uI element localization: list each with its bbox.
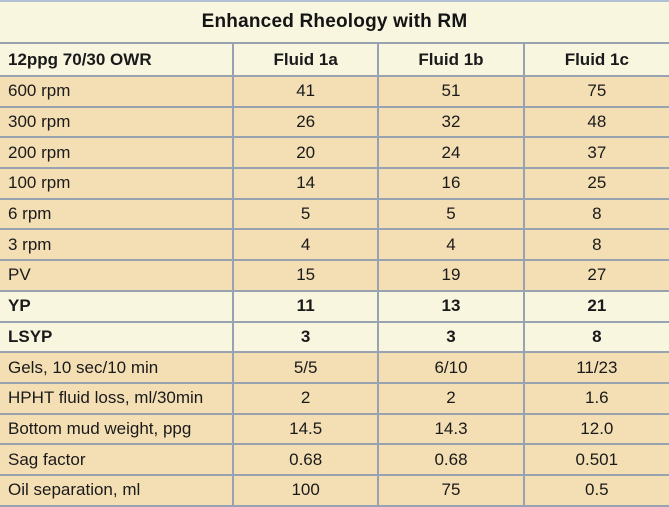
value-cell: 48 [523,105,669,139]
value-cell: 14.3 [378,412,525,446]
value-cell: 8 [523,197,669,231]
table-title: Enhanced Rheology with RM [0,2,669,42]
value-cell: 20 [233,136,380,170]
table-row: Bottom mud weight, ppg 14.5 14.3 12.0 [0,412,669,446]
row-label-cell: 100 rpm [0,167,234,200]
value-cell: 11/23 [523,351,669,384]
value-cell: 24 [378,136,525,170]
value-cell: 19 [378,259,525,292]
table-row: 600 rpm 41 51 75 [0,75,669,108]
value-cell: 2 [233,381,380,415]
value-cell: 0.68 [233,443,380,476]
row-label-cell: Sag factor [0,443,234,476]
value-cell: 11 [233,289,380,323]
data-table: 12ppg 70/30 OWR Fluid 1a Fluid 1b Fluid … [0,42,669,507]
value-cell: 5 [233,197,380,231]
value-cell: 37 [523,136,669,170]
row-label-cell: Bottom mud weight, ppg [0,412,234,446]
value-cell: 3 [378,320,525,354]
value-cell: 4 [378,228,525,262]
value-cell: 15 [233,259,380,292]
row-label-cell: 300 rpm [0,105,234,139]
table-row: 100 rpm 14 16 25 [0,167,669,200]
column-header-sample: 12ppg 70/30 OWR [0,42,234,77]
value-cell: 75 [378,473,525,507]
row-label-cell: YP [0,289,234,323]
value-cell: 100 [233,473,380,507]
table-row: 3 rpm 4 4 8 [0,228,669,262]
row-label-cell: Oil separation, ml [0,473,234,507]
value-cell: 51 [378,75,525,108]
value-cell: 3 [233,320,380,354]
value-cell: 12.0 [523,412,669,446]
row-label-cell: 3 rpm [0,228,234,262]
column-header-fluid-1a: Fluid 1a [233,42,380,77]
value-cell: 5/5 [233,351,380,384]
table-row: 200 rpm 20 24 37 [0,136,669,170]
value-cell: 2 [378,381,525,415]
row-label-cell: 600 rpm [0,75,234,108]
table-row: Oil separation, ml 100 75 0.5 [0,473,669,507]
table-row: Gels, 10 sec/10 min 5/5 6/10 11/23 [0,351,669,384]
table-body: 600 rpm 41 51 75 300 rpm 26 32 48 200 rpm 20 24 37 1… [0,75,669,507]
value-cell: 41 [233,75,380,108]
row-label-cell: 200 rpm [0,136,234,170]
value-cell: 4 [233,228,380,262]
header-row: 12ppg 70/30 OWR Fluid 1a Fluid 1b Fluid … [0,42,669,77]
column-header-fluid-1b: Fluid 1b [378,42,525,77]
value-cell: 27 [523,259,669,292]
row-label-cell: PV [0,259,234,292]
value-cell: 14.5 [233,412,380,446]
table-row: 300 rpm 26 32 48 [0,105,669,139]
value-cell: 8 [523,320,669,354]
table-row: LSYP 3 3 8 [0,320,669,354]
value-cell: 75 [523,75,669,108]
value-cell: 0.5 [523,473,669,507]
row-label-cell: 6 rpm [0,197,234,231]
value-cell: 14 [233,167,380,200]
table-row: 6 rpm 5 5 8 [0,197,669,231]
table-row: YP 11 13 21 [0,289,669,323]
value-cell: 13 [378,289,525,323]
value-cell: 0.501 [523,443,669,476]
value-cell: 6/10 [378,351,525,384]
value-cell: 1.6 [523,381,669,415]
table-row: PV 15 19 27 [0,259,669,292]
value-cell: 8 [523,228,669,262]
value-cell: 21 [523,289,669,323]
table-row: Sag factor 0.68 0.68 0.501 [0,443,669,476]
value-cell: 0.68 [378,443,525,476]
row-label-cell: HPHT fluid loss, ml/30min [0,381,234,415]
row-label-cell: LSYP [0,320,234,354]
value-cell: 5 [378,197,525,231]
value-cell: 32 [378,105,525,139]
row-label-cell: Gels, 10 sec/10 min [0,351,234,384]
value-cell: 26 [233,105,380,139]
value-cell: 16 [378,167,525,200]
value-cell: 25 [523,167,669,200]
column-header-fluid-1c: Fluid 1c [523,42,669,77]
table-row: HPHT fluid loss, ml/30min 2 2 1.6 [0,381,669,415]
